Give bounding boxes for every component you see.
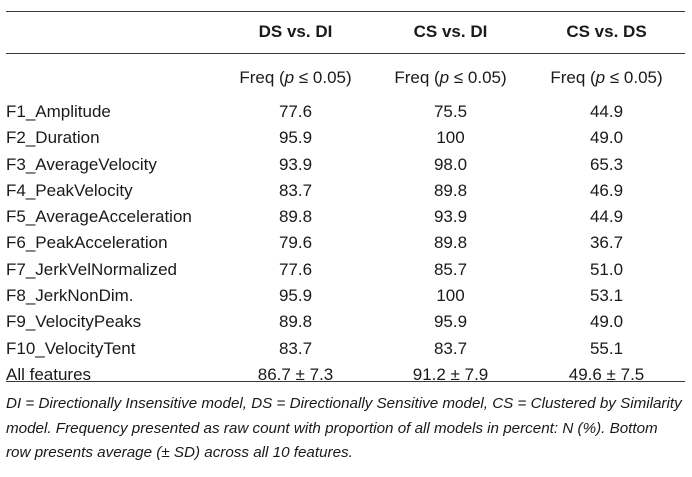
value-ds-vs-di: 95.9: [278, 286, 313, 306]
value-cs-vs-ds: 44.9: [589, 207, 624, 227]
value-ds-vs-di: 86.7 ± 7.3: [257, 364, 334, 384]
subheader-freq: Freq (p ≤ 0.05): [373, 53, 528, 99]
value-ds-vs-di: 93.9: [278, 154, 313, 174]
header-ds-vs-di: DS vs. DI: [258, 22, 333, 41]
table-footnote: DI = Directionally Insensitive model, DS…: [6, 395, 682, 461]
table-row: F1_Amplitude 77.6 75.5 44.9: [6, 99, 685, 125]
feature-name: F7_JerkVelNormalized: [6, 259, 178, 279]
value-cs-vs-ds: 46.9: [589, 180, 624, 200]
results-table: DS vs. DI CS vs. DI CS vs. DS Freq (p ≤ …: [6, 11, 685, 388]
feature-name: F8_JerkNonDim.: [6, 286, 134, 306]
table-top-rule: [6, 11, 685, 12]
table-row: F6_PeakAcceleration 79.6 89.8 36.7: [6, 230, 685, 256]
value-ds-vs-di: 77.6: [278, 102, 313, 121]
subheader-prefix: Freq (: [550, 68, 596, 87]
feature-name: F1_Amplitude: [6, 102, 111, 121]
feature-name: F10_VelocityTent: [6, 338, 136, 358]
subheader-prefix: Freq (: [239, 68, 285, 87]
value-cs-vs-di: 93.9: [433, 207, 468, 227]
table-row: F4_PeakVelocity 83.7 89.8 46.9: [6, 178, 685, 204]
header-row: DS vs. DI CS vs. DI CS vs. DS: [6, 11, 685, 53]
value-cs-vs-ds: 65.3: [589, 154, 624, 174]
subheader-suffix: ≤ 0.05): [605, 68, 663, 87]
subheader-p: p: [595, 68, 606, 87]
value-cs-vs-ds: 49.6 ± 7.5: [568, 364, 645, 384]
table-row: F9_VelocityPeaks 89.8 95.9 49.0: [6, 309, 685, 335]
value-cs-vs-ds: 44.9: [589, 102, 624, 121]
table-row: F7_JerkVelNormalized 77.6 85.7 51.0: [6, 257, 685, 283]
value-ds-vs-di: 83.7: [278, 180, 313, 200]
table-row: F8_JerkNonDim. 95.9 100 53.1: [6, 283, 685, 309]
table-row: F3_AverageVelocity 93.9 98.0 65.3: [6, 152, 685, 178]
value-cs-vs-di: 89.8: [433, 233, 468, 253]
value-cs-vs-di: 100: [436, 286, 465, 306]
subheader-blank: [6, 53, 218, 99]
subheader-freq: Freq (p ≤ 0.05): [218, 53, 373, 99]
subheader-p: p: [439, 68, 450, 87]
feature-name: F5_AverageAcceleration: [6, 207, 192, 227]
value-ds-vs-di: 89.8: [278, 207, 313, 227]
feature-name: All features: [6, 364, 92, 384]
table-row: All features 86.7 ± 7.3 91.2 ± 7.9 49.6 ± 7…: [6, 362, 685, 388]
value-cs-vs-ds: 51.0: [589, 259, 624, 279]
feature-name: F6_PeakAcceleration: [6, 233, 168, 253]
feature-name: F9_VelocityPeaks: [6, 312, 142, 332]
value-ds-vs-di: 89.8: [278, 312, 313, 332]
subheader-suffix: ≤ 0.05): [294, 68, 352, 87]
value-cs-vs-di: 89.8: [433, 180, 468, 200]
value-ds-vs-di: 77.6: [278, 259, 313, 279]
table-bottom-rule: [6, 381, 685, 382]
header-cs-vs-di: CS vs. DI: [413, 22, 488, 41]
subheader-prefix: Freq (: [394, 68, 440, 87]
feature-name: F2_Duration: [6, 128, 100, 148]
value-cs-vs-di: 100: [436, 128, 465, 148]
value-cs-vs-di: 75.5: [433, 102, 468, 121]
table-row: F10_VelocityTent 83.7 83.7 55.1: [6, 336, 685, 362]
feature-name: F4_PeakVelocity: [6, 180, 133, 200]
value-ds-vs-di: 79.6: [278, 233, 313, 253]
header-bottom-rule: [6, 53, 685, 54]
value-cs-vs-di: 83.7: [433, 338, 468, 358]
value-ds-vs-di: 83.7: [278, 338, 313, 358]
value-cs-vs-di: 95.9: [433, 312, 468, 332]
subheader-p: p: [284, 68, 295, 87]
value-cs-vs-ds: 49.0: [589, 128, 624, 148]
feature-name: F3_AverageVelocity: [6, 154, 157, 174]
value-ds-vs-di: 95.9: [278, 128, 313, 148]
header-blank: [6, 11, 218, 53]
subheader-row: Freq (p ≤ 0.05) Freq (p ≤ 0.05) Freq (p …: [6, 53, 685, 99]
table-row: F2_Duration 95.9 100 49.0: [6, 125, 685, 151]
value-cs-vs-di: 98.0: [433, 154, 468, 174]
value-cs-vs-ds: 49.0: [589, 312, 624, 332]
header-cs-vs-ds: CS vs. DS: [566, 22, 647, 41]
subheader-suffix: ≤ 0.05): [449, 68, 507, 87]
table-row: F5_AverageAcceleration 89.8 93.9 44.9: [6, 204, 685, 230]
value-cs-vs-di: 85.7: [433, 259, 468, 279]
value-cs-vs-ds: 55.1: [589, 338, 624, 358]
value-cs-vs-di: 91.2 ± 7.9: [412, 364, 489, 384]
subheader-freq: Freq (p ≤ 0.05): [528, 53, 685, 99]
value-cs-vs-ds: 36.7: [589, 233, 624, 253]
value-cs-vs-ds: 53.1: [589, 286, 624, 306]
